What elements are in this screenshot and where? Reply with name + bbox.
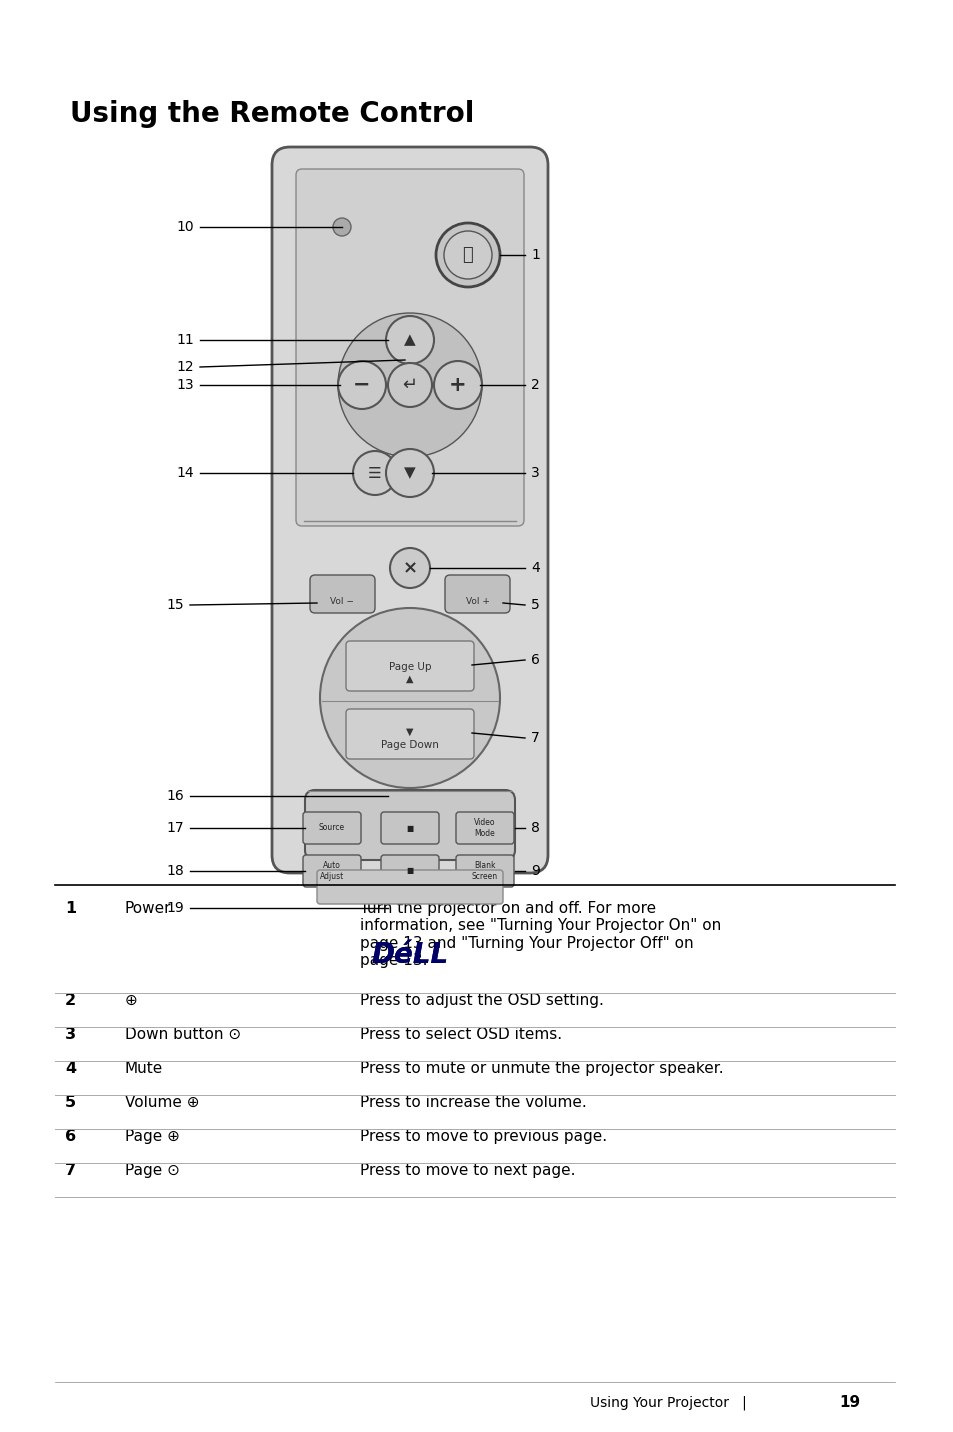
Text: 7: 7 xyxy=(65,1163,76,1179)
Text: Using the Remote Control: Using the Remote Control xyxy=(70,100,474,127)
FancyBboxPatch shape xyxy=(305,790,515,861)
FancyBboxPatch shape xyxy=(380,812,438,843)
Text: 12: 12 xyxy=(176,359,193,374)
Text: Press to mute or unmute the projector speaker.: Press to mute or unmute the projector sp… xyxy=(359,1061,723,1075)
Text: 15: 15 xyxy=(166,599,184,611)
Circle shape xyxy=(390,548,430,589)
FancyBboxPatch shape xyxy=(346,709,474,759)
Text: Press to increase the volume.: Press to increase the volume. xyxy=(359,1095,586,1110)
Circle shape xyxy=(386,450,434,497)
Circle shape xyxy=(353,451,396,495)
Text: Page Down: Page Down xyxy=(380,740,438,750)
Text: 17: 17 xyxy=(166,821,184,835)
Text: Vol +: Vol + xyxy=(466,597,490,607)
Circle shape xyxy=(319,609,499,788)
Text: 18: 18 xyxy=(166,863,184,878)
Text: 11: 11 xyxy=(176,334,193,347)
Circle shape xyxy=(333,218,351,236)
FancyBboxPatch shape xyxy=(310,576,375,613)
Text: 8: 8 xyxy=(531,821,539,835)
Text: 19: 19 xyxy=(166,901,184,915)
Text: 9: 9 xyxy=(531,863,539,878)
Text: 14: 14 xyxy=(176,465,193,480)
Text: ■: ■ xyxy=(406,866,414,875)
Text: Press to select OSD items.: Press to select OSD items. xyxy=(359,1027,561,1042)
Text: Page ⊕: Page ⊕ xyxy=(125,1128,180,1144)
Text: 1: 1 xyxy=(65,901,76,916)
Circle shape xyxy=(386,316,434,364)
Text: DéLL: DéLL xyxy=(371,941,448,969)
Text: 6: 6 xyxy=(65,1128,76,1144)
Text: 5: 5 xyxy=(65,1095,76,1110)
Text: +: + xyxy=(449,375,466,395)
Circle shape xyxy=(436,223,499,286)
Text: 19: 19 xyxy=(838,1395,859,1411)
Text: ■: ■ xyxy=(406,823,414,832)
Text: Volume ⊕: Volume ⊕ xyxy=(125,1095,199,1110)
FancyBboxPatch shape xyxy=(380,855,438,886)
Text: Press to move to previous page.: Press to move to previous page. xyxy=(359,1128,606,1144)
Text: 13: 13 xyxy=(176,378,193,392)
Text: Mute: Mute xyxy=(125,1061,163,1075)
Text: 4: 4 xyxy=(531,561,539,576)
Text: 4: 4 xyxy=(65,1061,76,1075)
Text: ☰: ☰ xyxy=(368,465,381,481)
Text: Press to move to next page.: Press to move to next page. xyxy=(359,1163,575,1179)
Text: Page ⊙: Page ⊙ xyxy=(125,1163,180,1179)
Text: 3: 3 xyxy=(65,1027,76,1042)
FancyBboxPatch shape xyxy=(316,871,502,904)
Text: ▲: ▲ xyxy=(404,332,416,348)
FancyBboxPatch shape xyxy=(444,576,510,613)
Text: ×: × xyxy=(402,558,417,577)
FancyBboxPatch shape xyxy=(272,147,547,874)
Circle shape xyxy=(337,314,481,457)
Text: ⏻: ⏻ xyxy=(462,246,473,263)
FancyBboxPatch shape xyxy=(295,169,523,526)
FancyBboxPatch shape xyxy=(456,812,514,843)
Text: Auto
Adjust: Auto Adjust xyxy=(319,861,344,881)
Circle shape xyxy=(434,361,481,410)
Text: Page Up: Page Up xyxy=(388,662,431,672)
Text: Press to adjust the OSD setting.: Press to adjust the OSD setting. xyxy=(359,992,603,1008)
FancyBboxPatch shape xyxy=(303,812,360,843)
Text: Source: Source xyxy=(318,823,345,832)
Text: ⊕: ⊕ xyxy=(125,992,137,1008)
Text: Blank
Screen: Blank Screen xyxy=(472,861,497,881)
Text: 7: 7 xyxy=(531,730,539,745)
Text: DéLL: DéLL xyxy=(371,941,448,969)
Text: ▼: ▼ xyxy=(406,727,414,737)
Text: Using Your Projector   |: Using Your Projector | xyxy=(589,1395,746,1409)
Text: ▼: ▼ xyxy=(404,465,416,481)
Text: 3: 3 xyxy=(531,465,539,480)
Text: 2: 2 xyxy=(65,992,76,1008)
Text: Video
Mode: Video Mode xyxy=(474,818,496,838)
Text: 2: 2 xyxy=(531,378,539,392)
FancyBboxPatch shape xyxy=(456,855,514,886)
Text: 10: 10 xyxy=(176,221,193,233)
Text: ↵: ↵ xyxy=(402,377,417,394)
Text: 6: 6 xyxy=(531,653,539,667)
FancyBboxPatch shape xyxy=(303,855,360,886)
Text: Down button ⊙: Down button ⊙ xyxy=(125,1027,241,1042)
Circle shape xyxy=(337,361,386,410)
Circle shape xyxy=(388,362,432,407)
Text: Turn the projector on and off. For more
information, see "Turning Your Projector: Turn the projector on and off. For more … xyxy=(359,901,720,968)
Text: ▲: ▲ xyxy=(406,674,414,684)
Text: −: − xyxy=(353,375,371,395)
Text: Vol −: Vol − xyxy=(330,597,354,607)
Text: 16: 16 xyxy=(166,789,184,803)
FancyBboxPatch shape xyxy=(346,642,474,692)
Circle shape xyxy=(443,231,492,279)
Text: Power: Power xyxy=(125,901,172,916)
Text: 5: 5 xyxy=(531,599,539,611)
Text: 1: 1 xyxy=(531,248,539,262)
